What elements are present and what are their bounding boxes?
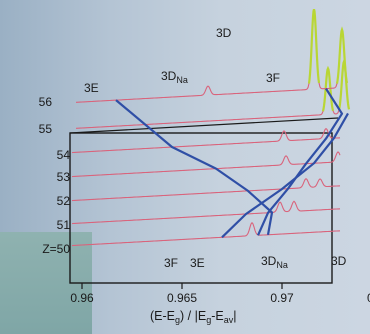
spectrum-line [76,9,341,103]
z-label-54: 54 [57,148,71,162]
z-label-55: 55 [39,122,53,136]
x-tick-label: 0.965 [167,291,197,305]
spectra-lines [71,8,351,247]
peak-label-3dna-bottom: 3DNa [261,254,288,270]
spectrum-line [71,127,341,154]
plot-frame [69,132,333,284]
peak-label-3f-top: 3F [266,71,280,85]
peak-highlight [321,65,335,112]
spectrum-line [71,200,341,225]
spectrum-line [71,221,341,247]
x-axis-label: (E-Eg) / |Eg-Eav| [150,309,236,325]
x-tick-label: 0.975 [367,291,370,305]
z-label-51: 51 [57,218,71,232]
spectrum-line [71,177,341,202]
x-tick-label: 0.97 [270,291,294,305]
z-label-53: 53 [57,170,71,184]
back-panel-top [69,117,339,134]
x-tick-label: 0.96 [70,291,94,305]
z-label-52: 52 [57,194,71,208]
peak-label-3e-top: 3E [84,81,99,95]
trend-line-3f-left [221,112,349,239]
peak-highlight [337,58,351,111]
spectrum-line [71,151,341,178]
spectrum-line [76,68,341,129]
peak-label-3dna-top: 3DNa [161,69,188,85]
peak-label-3f-bottom: 3F [164,256,178,270]
peak-highlight [335,26,349,84]
peak-label-3e-bottom: 3E [190,256,205,270]
peak-label-3d-top: 3D [216,26,232,40]
peak-label-3d-bottom: 3D [331,254,347,268]
trend-line-3e [115,99,274,235]
peak-highlight [307,8,321,84]
z-label-56: 56 [39,95,53,109]
z-label-50: Z=50 [42,242,70,256]
trend-line-3d-upper [256,88,344,236]
trend-lines [115,88,349,239]
